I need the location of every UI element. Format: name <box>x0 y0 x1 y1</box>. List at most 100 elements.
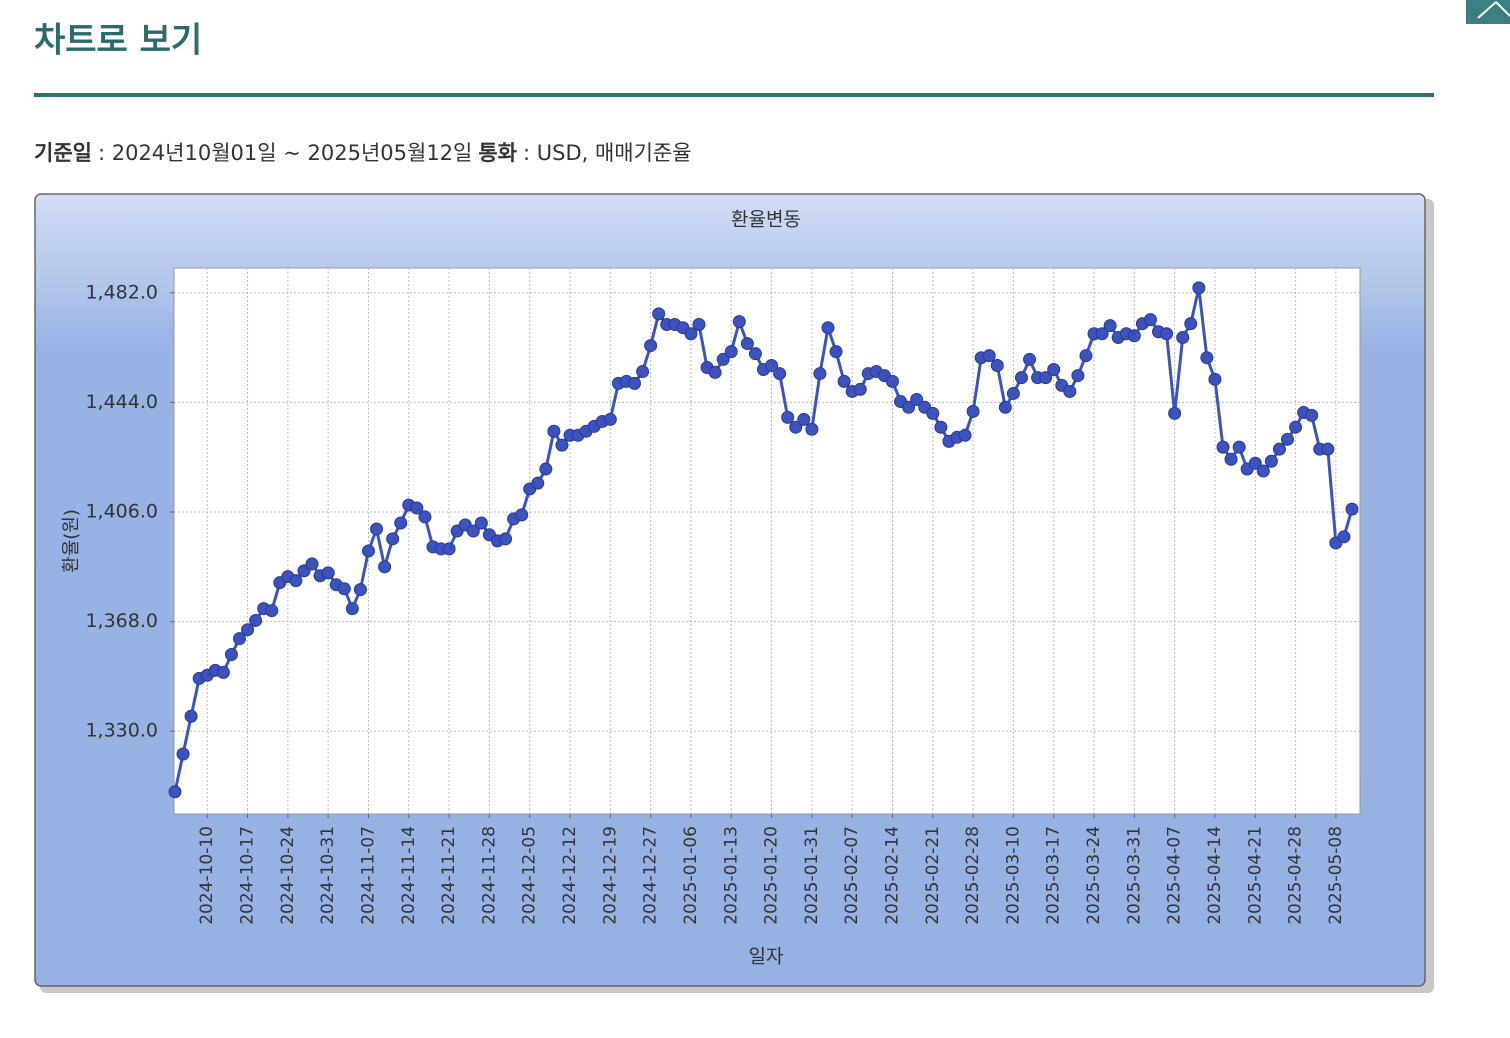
y-tick-label: 1,482.0 <box>85 281 158 303</box>
data-point <box>1079 349 1093 363</box>
data-point <box>990 358 1004 372</box>
data-point <box>1160 327 1174 341</box>
data-point <box>345 602 359 616</box>
currency-label: 통화 <box>478 141 517 165</box>
page-title: 차트로 보기 <box>34 21 202 61</box>
x-tick-label: 2024-10-10 <box>197 826 217 925</box>
x-tick-label: 2025-03-17 <box>1044 826 1064 925</box>
data-point <box>1345 502 1359 516</box>
x-tick-label: 2024-10-17 <box>238 826 258 925</box>
x-tick-label: 2024-11-14 <box>399 826 419 925</box>
date-value: : 2024년10월01일 ~ 2025년05월12일 <box>98 141 472 165</box>
data-point <box>321 566 335 580</box>
data-point <box>410 501 424 515</box>
data-point <box>232 632 246 646</box>
info-line: 기준일: 2024년10월01일 ~ 2025년05월12일 통화: USD, 매… <box>34 141 692 165</box>
data-point <box>998 400 1012 414</box>
x-tick-label: 2024-12-19 <box>600 826 620 925</box>
x-tick-label: 2025-04-28 <box>1286 826 1306 925</box>
data-point <box>1281 432 1295 446</box>
data-point <box>748 347 762 361</box>
data-point <box>499 532 513 546</box>
x-tick-label: 2025-02-21 <box>923 826 943 925</box>
data-point <box>1063 384 1077 398</box>
data-point <box>1095 327 1109 341</box>
data-point <box>644 339 658 353</box>
data-point <box>1023 352 1037 366</box>
x-tick-label: 2025-04-21 <box>1245 826 1265 925</box>
data-point <box>370 522 384 536</box>
divider <box>34 93 1434 97</box>
data-point <box>474 516 488 530</box>
data-point <box>466 524 480 538</box>
x-tick-label: 2025-03-31 <box>1124 826 1144 925</box>
data-point <box>1192 281 1206 295</box>
data-point <box>1321 442 1335 456</box>
data-point <box>337 582 351 596</box>
x-tick-label: 2024-12-05 <box>520 826 540 925</box>
data-point <box>781 410 795 424</box>
data-point <box>386 532 400 546</box>
data-point <box>305 557 319 571</box>
data-point <box>418 510 432 524</box>
x-tick-label: 2024-12-27 <box>641 826 661 925</box>
data-point <box>724 345 738 359</box>
data-point <box>1232 440 1246 454</box>
x-tick-label: 2025-01-13 <box>721 826 741 925</box>
close-button[interactable] <box>1466 0 1510 24</box>
data-point <box>1039 371 1053 385</box>
x-tick-label: 2024-11-07 <box>358 826 378 925</box>
y-tick-label: 1,444.0 <box>85 391 158 413</box>
data-point <box>1256 464 1270 478</box>
data-point <box>829 345 843 359</box>
data-point <box>1337 530 1351 544</box>
data-point <box>531 476 545 490</box>
data-point <box>168 785 182 799</box>
data-point <box>1224 452 1238 466</box>
data-point <box>1047 363 1061 377</box>
x-tick-label: 2025-02-14 <box>882 826 902 925</box>
data-point <box>885 374 899 388</box>
data-point <box>1264 454 1278 468</box>
data-point <box>1272 442 1286 456</box>
data-point <box>1071 369 1085 383</box>
data-point <box>1168 406 1182 420</box>
data-point <box>361 544 375 558</box>
data-point <box>1127 329 1141 343</box>
data-point <box>547 424 561 438</box>
data-point <box>1216 440 1230 454</box>
data-point <box>765 358 779 372</box>
data-point <box>1176 331 1190 345</box>
x-tick-label: 2024-11-21 <box>439 826 459 925</box>
data-point <box>442 542 456 556</box>
data-point <box>789 420 803 434</box>
data-point <box>902 400 916 414</box>
data-point <box>813 367 827 381</box>
x-tick-label: 2025-01-06 <box>681 826 701 925</box>
x-tick-label: 2025-02-28 <box>963 826 983 925</box>
x-tick-label: 2024-11-28 <box>479 826 499 925</box>
x-tick-label: 2024-10-31 <box>318 826 338 925</box>
x-tick-label: 2025-02-07 <box>842 826 862 925</box>
data-point <box>1006 386 1020 400</box>
data-point <box>716 352 730 366</box>
data-point <box>934 420 948 434</box>
data-point <box>1200 351 1214 365</box>
data-point <box>224 647 238 661</box>
chart-title: 환율변동 <box>731 209 801 231</box>
data-point <box>241 623 255 637</box>
x-tick-label: 2025-05-08 <box>1326 826 1346 925</box>
data-point <box>732 315 746 329</box>
data-point <box>958 428 972 442</box>
data-point <box>515 508 529 522</box>
data-point <box>692 318 706 332</box>
data-point <box>1208 372 1222 386</box>
data-point <box>176 747 190 761</box>
data-point <box>1248 456 1262 470</box>
data-point <box>555 438 569 452</box>
currency-value: : USD, 매매기준율 <box>523 141 692 165</box>
data-point <box>1289 420 1303 434</box>
data-point <box>684 327 698 341</box>
data-point <box>805 422 819 436</box>
